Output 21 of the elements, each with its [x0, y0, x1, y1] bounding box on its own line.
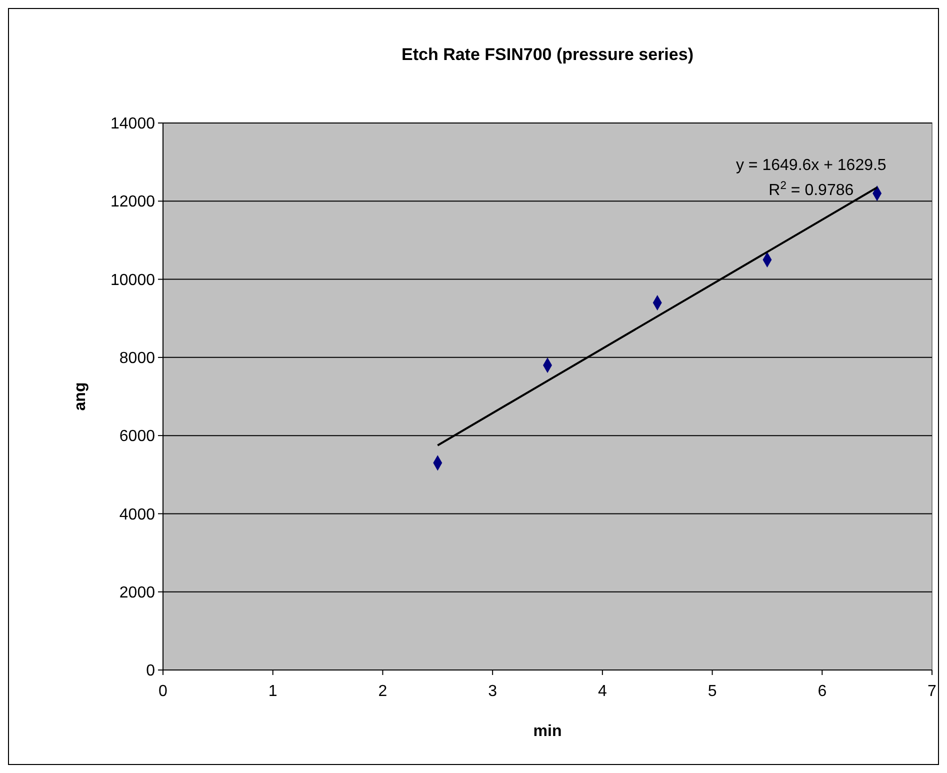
x-tick-label: 6	[818, 683, 827, 700]
y-tick-label: 8000	[119, 350, 156, 368]
x-tick-label: 0	[158, 683, 168, 700]
x-tick-label: 4	[598, 683, 607, 700]
y-tick-label: 2000	[119, 584, 156, 602]
y-tick-label: 4000	[119, 506, 156, 524]
annotation: y = 1649.6x + 1629.5	[736, 156, 886, 174]
x-tick-label: 5	[708, 683, 717, 700]
x-tick-label: 2	[378, 683, 388, 700]
y-tick-label: 10000	[110, 272, 156, 289]
y-tick-label: 12000	[110, 194, 156, 211]
annotation: R$^{2}$ = 0.9786	[768, 180, 854, 199]
y-tick-label: 14000	[110, 116, 156, 133]
y-axis-title: ang	[72, 382, 89, 411]
y-tick-label: 6000	[119, 428, 156, 446]
x-tick-label: 7	[928, 683, 937, 700]
y-tick-label: 0	[146, 662, 156, 680]
chart-title: Etch Rate FSIN700 (pressure series)	[402, 45, 694, 64]
x-axis-title: min	[533, 723, 562, 740]
x-tick-label: 1	[268, 683, 278, 700]
x-tick-label: 3	[488, 683, 498, 700]
